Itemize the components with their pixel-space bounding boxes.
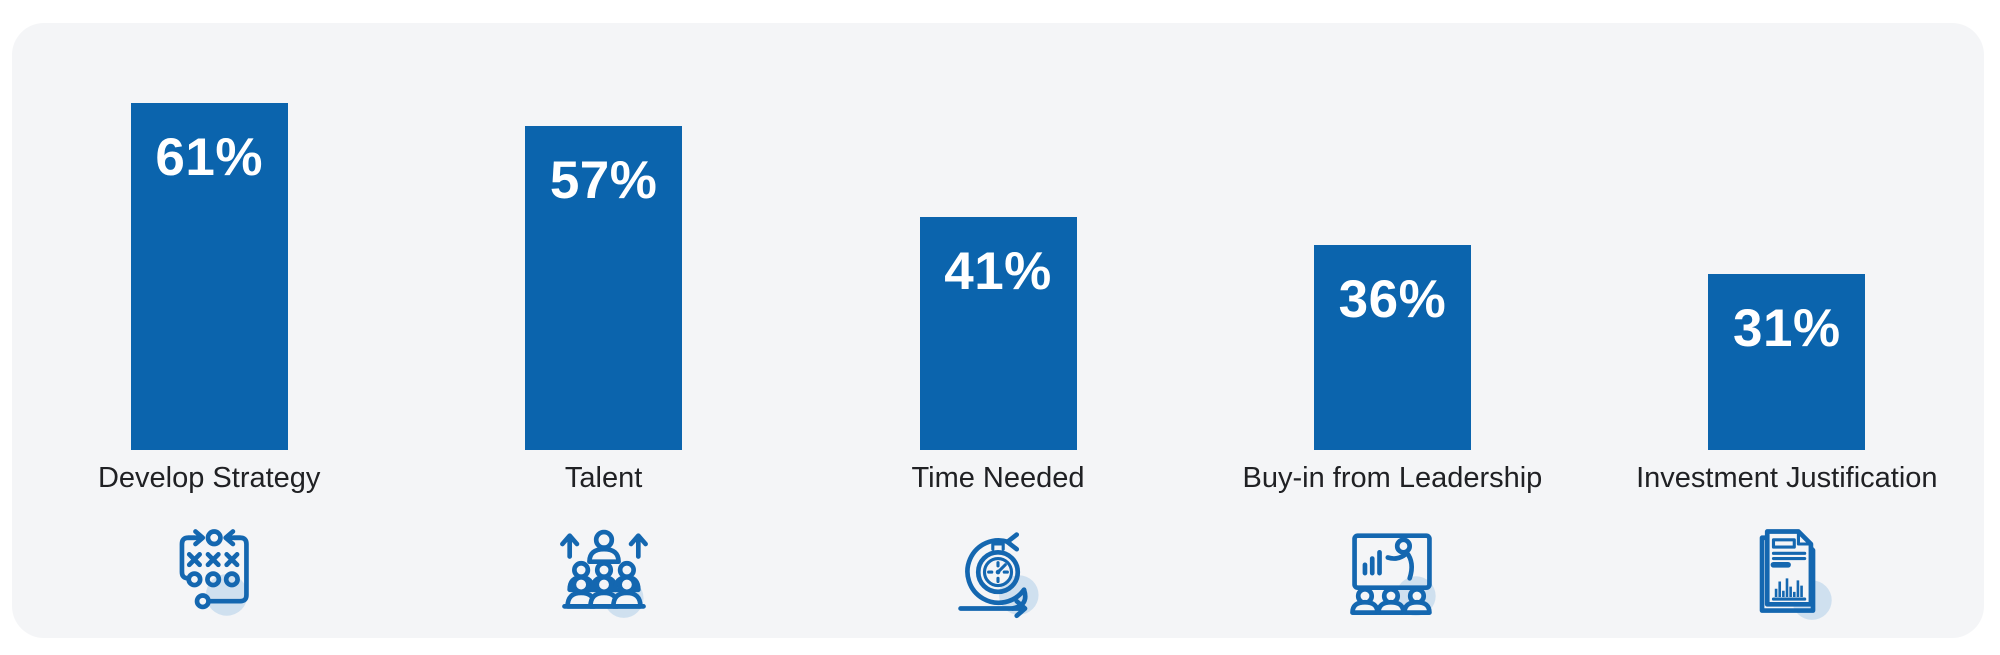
bar-zone: 31%	[1708, 23, 1866, 450]
category-label: Talent	[564, 462, 643, 494]
bar-group-investment-justification: 31% Investment Justification	[1590, 23, 1984, 638]
bar-value-label: 31%	[1733, 298, 1841, 358]
strategy-tactics-icon	[157, 518, 261, 622]
bar-group-time-needed: 41% Time Needed	[801, 23, 1195, 638]
bar-chart: 61% Develop Strategy	[12, 23, 1984, 638]
bar: 31%	[1708, 273, 1866, 450]
category-label: Buy-in from Leadership	[1242, 462, 1543, 494]
investment-report-icon	[1735, 518, 1839, 622]
bar-zone: 57%	[525, 23, 683, 450]
bar-value-label: 57%	[549, 150, 658, 210]
bar-group-talent: 57% Talent	[406, 23, 800, 638]
bar: 57%	[525, 125, 683, 450]
bar-zone: 41%	[919, 23, 1077, 450]
bar: 36%	[1313, 245, 1471, 450]
bar: 41%	[919, 216, 1077, 450]
bar-group-develop-strategy: 61% Develop Strategy	[12, 23, 406, 638]
category-label: Time Needed	[911, 462, 1085, 494]
bar-zone: 36%	[1313, 23, 1471, 450]
category-label: Investment Justification	[1636, 462, 1938, 494]
category-label: Develop Strategy	[97, 462, 321, 494]
bar-value-label: 41%	[944, 241, 1052, 301]
bar-zone: 61%	[130, 23, 288, 450]
bar: 61%	[130, 102, 288, 450]
bar-value-label: 61%	[155, 127, 263, 187]
bar-group-buy-in-from-leadership: 36% Buy-in from Leadership	[1195, 23, 1589, 638]
talent-growth-icon	[552, 518, 656, 622]
time-sprint-icon	[946, 518, 1050, 622]
bar-value-label: 36%	[1338, 270, 1447, 330]
chart-card: 61% Develop Strategy	[12, 23, 1984, 638]
leadership-presentation-icon	[1340, 518, 1444, 622]
